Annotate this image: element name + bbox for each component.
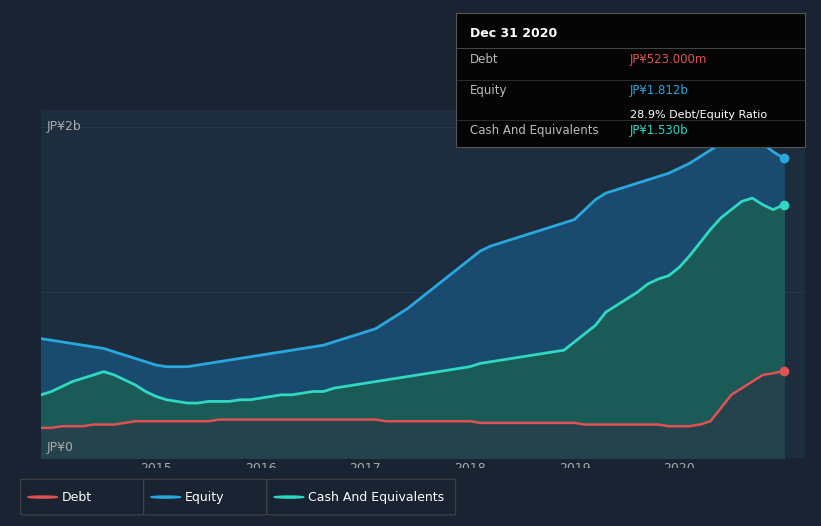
Circle shape [28, 496, 57, 498]
Text: Debt: Debt [470, 54, 498, 66]
Circle shape [274, 496, 304, 498]
FancyBboxPatch shape [144, 479, 267, 515]
Text: Cash And Equivalents: Cash And Equivalents [470, 125, 599, 137]
FancyBboxPatch shape [21, 479, 144, 515]
Circle shape [151, 496, 181, 498]
Text: Equity: Equity [470, 84, 507, 97]
Text: JP¥1.812b: JP¥1.812b [631, 84, 689, 97]
Text: JP¥1.530b: JP¥1.530b [631, 125, 689, 137]
Text: Cash And Equivalents: Cash And Equivalents [308, 491, 444, 503]
Text: Equity: Equity [185, 491, 224, 503]
FancyBboxPatch shape [267, 479, 456, 515]
Text: JP¥523.000m: JP¥523.000m [631, 54, 708, 66]
Text: JP¥2b: JP¥2b [46, 120, 81, 134]
Text: 28.9% Debt/Equity Ratio: 28.9% Debt/Equity Ratio [631, 110, 768, 120]
Text: Dec 31 2020: Dec 31 2020 [470, 26, 557, 39]
Text: JP¥0: JP¥0 [46, 441, 73, 454]
Text: Debt: Debt [62, 491, 92, 503]
